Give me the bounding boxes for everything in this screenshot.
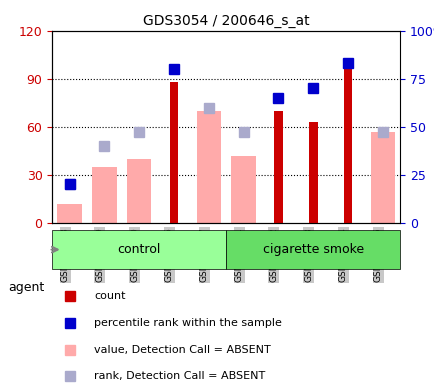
Bar — [92, 167, 116, 223]
Text: control: control — [117, 243, 161, 256]
Text: count: count — [94, 291, 125, 301]
FancyBboxPatch shape — [226, 230, 399, 269]
Bar — [57, 204, 82, 223]
Text: value, Detection Call = ABSENT: value, Detection Call = ABSENT — [94, 344, 270, 354]
Bar — [370, 132, 394, 223]
Bar — [169, 82, 178, 223]
Bar — [308, 122, 317, 223]
Bar — [231, 156, 255, 223]
Text: agent: agent — [9, 281, 45, 295]
FancyBboxPatch shape — [52, 230, 226, 269]
Text: percentile rank within the sample: percentile rank within the sample — [94, 318, 281, 328]
Text: cigarette smoke: cigarette smoke — [262, 243, 363, 256]
Bar — [343, 68, 352, 223]
Title: GDS3054 / 200646_s_at: GDS3054 / 200646_s_at — [142, 14, 309, 28]
Bar — [196, 111, 220, 223]
Text: rank, Detection Call = ABSENT: rank, Detection Call = ABSENT — [94, 371, 265, 381]
Bar — [127, 159, 151, 223]
Bar — [273, 111, 282, 223]
